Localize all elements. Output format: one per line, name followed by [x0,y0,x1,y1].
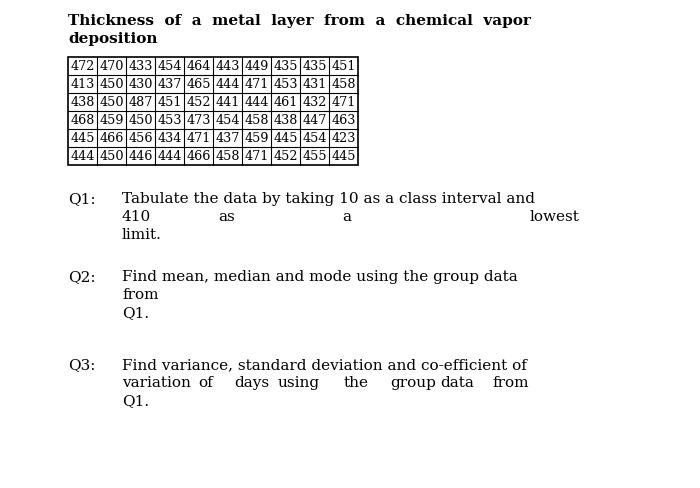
Text: 454: 454 [158,61,182,73]
Text: 430: 430 [128,79,153,91]
Text: lowest: lowest [530,209,580,224]
Text: 451: 451 [158,96,182,109]
Text: 463: 463 [331,114,356,127]
Text: Find variance, standard deviation and co-efficient of: Find variance, standard deviation and co… [122,357,527,371]
Text: 456: 456 [128,132,153,145]
Text: 433: 433 [128,61,153,73]
Text: 459: 459 [99,114,124,127]
Text: 447: 447 [302,114,327,127]
Text: 423: 423 [331,132,356,145]
Text: 438: 438 [70,96,94,109]
Text: Q1.: Q1. [122,305,149,319]
Text: 452: 452 [273,150,298,163]
Text: 432: 432 [302,96,327,109]
Text: 443: 443 [216,61,239,73]
Text: Q3:: Q3: [68,357,95,371]
Text: 445: 445 [273,132,298,145]
Text: 464: 464 [186,61,211,73]
Text: as: as [218,209,234,224]
Text: 444: 444 [244,96,269,109]
Text: from: from [122,287,158,302]
Text: 471: 471 [244,79,269,91]
Text: deposition: deposition [68,32,158,46]
Text: 487: 487 [128,96,153,109]
Text: 459: 459 [244,132,269,145]
Text: days: days [234,375,269,389]
Text: variation: variation [122,375,191,389]
Text: 445: 445 [331,150,356,163]
Text: 465: 465 [186,79,211,91]
Text: Q1:: Q1: [68,192,96,205]
Text: 451: 451 [331,61,356,73]
Text: a: a [342,209,351,224]
Text: 450: 450 [99,96,124,109]
Text: 450: 450 [128,114,153,127]
Text: from: from [492,375,528,389]
Text: Tabulate the data by taking 10 as a class interval and: Tabulate the data by taking 10 as a clas… [122,192,535,205]
Text: 413: 413 [71,79,94,91]
Text: 410: 410 [122,209,151,224]
Text: using: using [278,375,320,389]
Text: 444: 444 [158,150,182,163]
Text: 435: 435 [273,61,298,73]
Text: 466: 466 [99,132,124,145]
Text: 438: 438 [273,114,298,127]
Text: 435: 435 [302,61,327,73]
Text: 472: 472 [70,61,94,73]
Text: 458: 458 [331,79,356,91]
Text: 454: 454 [302,132,327,145]
Text: 461: 461 [274,96,298,109]
Text: 471: 471 [244,150,269,163]
Text: 449: 449 [244,61,269,73]
Text: 471: 471 [331,96,356,109]
Text: 471: 471 [186,132,211,145]
Text: 450: 450 [99,79,124,91]
Text: 473: 473 [186,114,211,127]
Text: limit.: limit. [122,227,162,242]
Text: of: of [198,375,213,389]
Text: data: data [440,375,474,389]
Text: Q2:: Q2: [68,269,96,284]
Text: 446: 446 [128,150,153,163]
Text: 454: 454 [216,114,239,127]
Text: 431: 431 [302,79,327,91]
Text: Q1.: Q1. [122,393,149,407]
Text: 458: 458 [244,114,269,127]
Text: 455: 455 [302,150,327,163]
Text: 445: 445 [70,132,94,145]
Text: 450: 450 [99,150,124,163]
Text: 444: 444 [216,79,239,91]
Text: 441: 441 [216,96,239,109]
Text: the: the [344,375,369,389]
Text: 453: 453 [273,79,298,91]
Text: 458: 458 [216,150,239,163]
Text: 468: 468 [70,114,94,127]
Text: 470: 470 [99,61,124,73]
Text: 466: 466 [186,150,211,163]
Text: 437: 437 [216,132,239,145]
Text: 434: 434 [158,132,182,145]
Text: 444: 444 [70,150,94,163]
Text: Thickness  of  a  metal  layer  from  a  chemical  vapor: Thickness of a metal layer from a chemic… [68,14,531,28]
Text: 437: 437 [158,79,182,91]
Text: 453: 453 [158,114,182,127]
Text: group: group [390,375,436,389]
Bar [68,58,358,165]
Text: 452: 452 [186,96,211,109]
Text: Find mean, median and mode using the group data: Find mean, median and mode using the gro… [122,269,518,284]
